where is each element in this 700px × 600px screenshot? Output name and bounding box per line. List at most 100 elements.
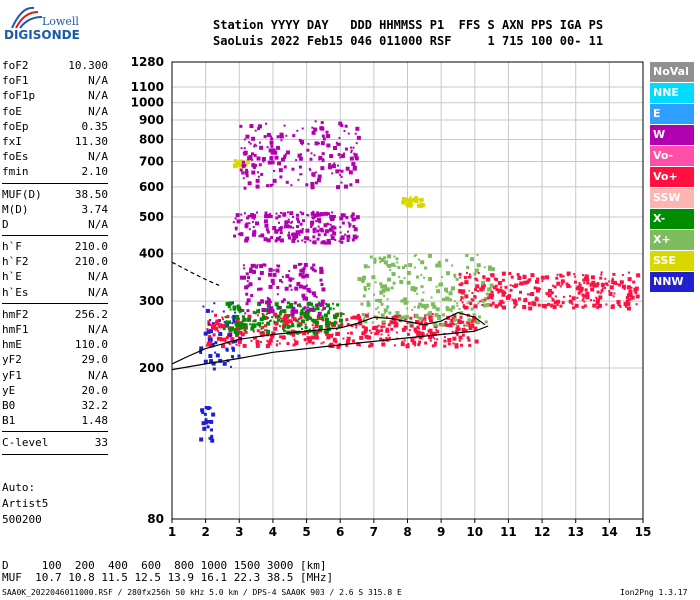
echo-point — [245, 168, 249, 172]
echo-point — [464, 329, 468, 333]
echo-point — [356, 313, 360, 317]
echo-point — [341, 221, 345, 225]
echo-point — [217, 319, 221, 323]
distance-row: D 100 200 400 600 800 1000 1500 3000 [km… — [2, 559, 327, 572]
echo-point — [271, 331, 276, 336]
echo-point — [299, 222, 303, 226]
echo-point — [339, 312, 343, 316]
echo-point — [259, 340, 262, 343]
echo-point — [364, 331, 367, 334]
echo-point — [252, 225, 255, 228]
echo-point — [338, 121, 343, 126]
echo-point — [445, 307, 450, 312]
echo-point — [244, 285, 249, 290]
echo-point — [287, 211, 290, 214]
echo-point — [422, 291, 425, 294]
echo-point — [388, 311, 392, 315]
echo-point — [273, 170, 276, 173]
echo-point — [326, 335, 331, 340]
echo-point — [215, 353, 220, 358]
echo-point — [428, 328, 433, 333]
echo-point — [210, 324, 213, 327]
echo-point — [581, 274, 584, 277]
echo-point — [454, 343, 459, 348]
echo-point — [311, 126, 314, 129]
echo-point — [343, 129, 346, 132]
echo-point — [329, 214, 334, 219]
echo-point — [279, 235, 282, 238]
echo-point — [608, 291, 613, 296]
echo-point — [311, 241, 314, 244]
echo-point — [245, 272, 249, 276]
echo-point — [269, 214, 273, 218]
x-tick-label: 13 — [567, 525, 584, 539]
echo-point — [522, 274, 525, 277]
echo-point — [379, 261, 382, 264]
echo-point — [395, 257, 399, 261]
echo-point — [345, 216, 349, 220]
echo-point — [347, 332, 350, 335]
echo-point — [452, 313, 457, 318]
echo-point — [595, 298, 600, 303]
echo-point — [596, 290, 600, 294]
echo-point — [399, 279, 404, 284]
param-label: fmin — [2, 165, 29, 179]
echo-point — [504, 285, 508, 289]
echo-point — [258, 163, 262, 167]
echo-point — [476, 290, 479, 293]
param-separator — [2, 235, 108, 237]
echo-point — [279, 238, 284, 243]
echo-point — [352, 166, 357, 171]
echo-point — [628, 285, 631, 288]
echo-point — [401, 327, 406, 332]
echo-point — [352, 146, 355, 149]
echo-point — [241, 309, 245, 313]
echo-point — [259, 270, 264, 275]
y-tick-label: 300 — [139, 294, 164, 308]
echo-point — [256, 287, 260, 291]
echo-point — [294, 233, 299, 238]
echo-point — [236, 304, 240, 308]
echo-point — [545, 303, 548, 306]
echo-point — [412, 340, 417, 345]
echo-point — [295, 319, 299, 323]
echo-point — [218, 331, 223, 336]
echo-point — [305, 263, 308, 266]
echo-point — [383, 260, 388, 265]
echo-point — [205, 308, 210, 313]
echo-point — [313, 154, 316, 157]
echo-point — [305, 296, 309, 300]
echo-point — [298, 318, 301, 321]
echo-point — [302, 272, 305, 275]
echo-point — [355, 179, 360, 184]
echo-point — [438, 324, 441, 327]
param-value: 0.35 — [81, 119, 109, 133]
echo-point — [421, 325, 426, 330]
x-tick-label: 4 — [269, 525, 277, 539]
echo-point — [351, 339, 355, 343]
echo-point — [287, 233, 291, 237]
echo-point — [582, 297, 585, 300]
echo-point — [491, 301, 495, 305]
echo-point — [430, 296, 433, 299]
echo-point — [323, 313, 328, 318]
echo-point — [268, 338, 273, 343]
echo-point — [615, 282, 618, 285]
echo-point — [528, 293, 531, 296]
echo-point — [590, 275, 595, 280]
legend-item: SSE — [650, 251, 694, 271]
echo-point — [240, 219, 243, 222]
echo-point — [438, 314, 441, 317]
echo-point — [452, 342, 455, 345]
echo-point — [593, 299, 596, 302]
echo-point — [468, 289, 471, 292]
echo-point — [437, 315, 442, 320]
echo-point — [206, 419, 210, 423]
echo-point — [292, 235, 297, 240]
echo-point — [376, 306, 379, 309]
echo-point — [266, 299, 271, 304]
x-tick-label: 8 — [403, 525, 411, 539]
echo-point — [219, 338, 223, 342]
echo-point — [627, 298, 631, 302]
echo-point — [350, 215, 354, 219]
